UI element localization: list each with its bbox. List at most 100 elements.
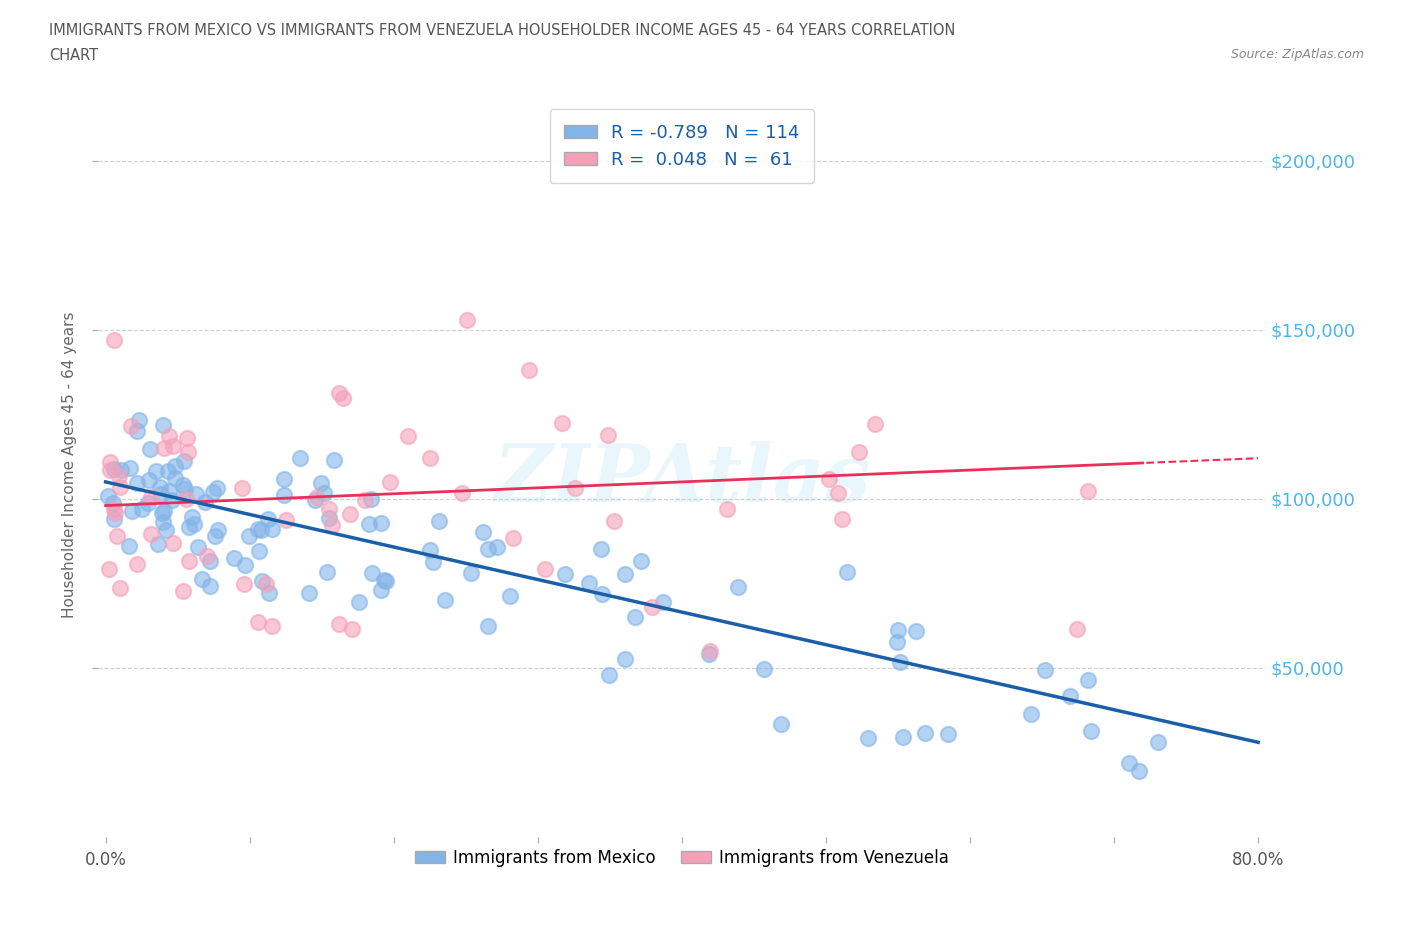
Point (181, 510, 204, 525)
Point (624, 609, 647, 624)
Legend: Immigrants from Mexico, Immigrants from Venezuela: Immigrants from Mexico, Immigrants from … (408, 842, 956, 873)
Point (163, 459, 186, 474)
Point (233, 558, 256, 573)
Point (121, 504, 143, 519)
Point (195, 548, 218, 563)
Point (460, 565, 482, 580)
Point (837, 565, 859, 579)
Point (827, 485, 849, 500)
Point (172, 583, 194, 598)
Point (103, 512, 125, 526)
Point (312, 485, 335, 500)
Point (273, 472, 295, 487)
Text: ZIPAtlas: ZIPAtlas (494, 441, 870, 519)
Point (564, 480, 586, 495)
Point (370, 515, 392, 530)
Point (97, 489, 120, 504)
Point (139, 490, 162, 505)
Point (150, 505, 173, 520)
Point (103, 501, 125, 516)
Point (152, 514, 174, 529)
Point (138, 442, 160, 457)
Point (342, 622, 364, 637)
Point (108, 479, 131, 494)
Point (716, 501, 738, 516)
Point (551, 416, 574, 431)
Point (98, 562, 121, 577)
Point (238, 529, 260, 544)
Point (156, 463, 179, 478)
Point (1147, 735, 1170, 750)
Point (152, 418, 174, 432)
Point (148, 480, 170, 495)
Point (456, 312, 478, 327)
Point (321, 517, 343, 532)
Point (603, 513, 626, 528)
Point (591, 586, 613, 601)
Point (332, 391, 354, 405)
Point (357, 517, 380, 532)
Point (307, 489, 329, 504)
Point (309, 476, 332, 491)
Point (374, 574, 396, 589)
Point (831, 512, 853, 526)
Point (598, 668, 620, 683)
Point (419, 450, 441, 465)
Point (613, 566, 636, 581)
Point (472, 525, 495, 539)
Point (1128, 764, 1150, 778)
Point (370, 583, 392, 598)
Text: Source: ZipAtlas.com: Source: ZipAtlas.com (1230, 48, 1364, 61)
Point (304, 493, 326, 508)
Point (328, 617, 350, 631)
Point (589, 541, 612, 556)
Point (434, 592, 457, 607)
Point (848, 445, 870, 459)
Point (517, 362, 540, 377)
Point (173, 482, 195, 497)
Point (318, 501, 340, 516)
Point (246, 615, 269, 630)
Point (138, 472, 160, 487)
Point (103, 496, 125, 511)
Point (250, 574, 273, 589)
Point (183, 516, 205, 531)
Point (103, 461, 125, 476)
Point (200, 553, 222, 568)
Point (98, 455, 121, 470)
Point (224, 551, 246, 565)
Point (651, 594, 673, 609)
Point (1080, 724, 1102, 738)
Point (260, 619, 283, 634)
Point (891, 730, 914, 745)
Point (176, 431, 198, 445)
Point (554, 566, 576, 581)
Point (360, 492, 382, 507)
Point (118, 538, 141, 553)
Point (863, 417, 886, 432)
Point (162, 535, 184, 550)
Point (534, 561, 557, 576)
Point (699, 646, 721, 661)
Point (889, 655, 911, 670)
Point (485, 539, 508, 554)
Point (105, 528, 128, 543)
Point (165, 471, 187, 485)
Point (318, 511, 340, 525)
Point (177, 553, 200, 568)
Point (613, 652, 636, 667)
Point (1118, 755, 1140, 770)
Point (194, 494, 217, 509)
Point (887, 622, 910, 637)
Point (904, 623, 927, 638)
Point (422, 555, 444, 570)
Text: CHART: CHART (49, 48, 98, 63)
Point (914, 725, 936, 740)
Point (339, 506, 361, 521)
Point (120, 460, 142, 475)
Point (176, 445, 198, 459)
Point (858, 731, 880, 746)
Point (886, 634, 908, 649)
Point (110, 462, 132, 477)
Point (145, 463, 167, 478)
